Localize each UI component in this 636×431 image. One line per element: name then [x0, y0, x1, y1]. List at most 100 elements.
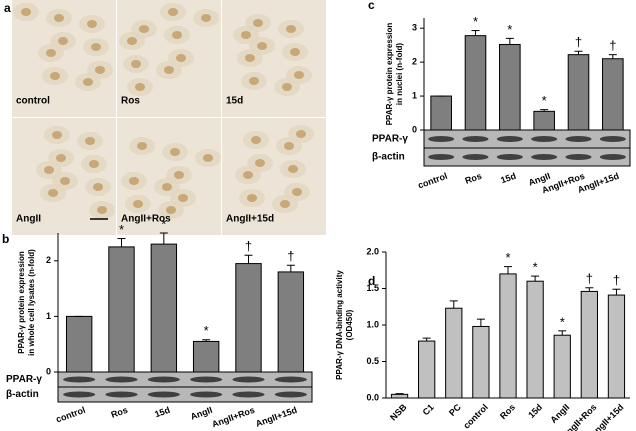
- nucleus: [280, 200, 290, 208]
- x-tick-label: Ros: [464, 171, 483, 186]
- nucleus: [85, 137, 95, 145]
- bar: [580, 290, 598, 399]
- y-tick-label: 0.0: [366, 392, 379, 402]
- y-axis-label: in whole cell lysates (n-fold): [27, 249, 36, 356]
- nucleus: [52, 131, 62, 139]
- bar: [235, 263, 262, 373]
- x-tick-label: AngII+Ros: [211, 405, 256, 430]
- x-tick-label: Ros: [498, 402, 517, 421]
- y-axis-label: PPAR-γ DNA-binding activity: [335, 270, 344, 380]
- x-tick-label: 15d: [526, 402, 544, 420]
- nucleus: [83, 78, 93, 86]
- blot-band: [274, 376, 307, 383]
- blot-band: [147, 391, 180, 398]
- blot-band: [190, 391, 223, 398]
- nucleus: [282, 83, 292, 91]
- nucleus: [21, 8, 31, 16]
- nucleus: [284, 142, 294, 150]
- x-tick-label: C1: [421, 402, 436, 417]
- image-label: AngII: [16, 214, 41, 225]
- blot-band: [428, 154, 455, 160]
- micrograph: control: [12, 0, 116, 117]
- blot-band: [428, 136, 455, 142]
- y-tick-label: 0: [412, 124, 417, 134]
- bar: [553, 334, 571, 399]
- nucleus: [253, 19, 263, 27]
- significance-marker: †: [609, 38, 616, 53]
- nucleus: [137, 142, 147, 150]
- y-tick-label: 0.5: [366, 356, 379, 366]
- blot-band: [531, 136, 558, 142]
- blot-band: [63, 391, 96, 398]
- micrograph: 15d: [222, 0, 326, 117]
- panel-letter: d: [368, 274, 375, 288]
- x-tick-label: control: [417, 171, 449, 191]
- nucleus: [168, 8, 178, 16]
- bar: [445, 307, 463, 399]
- image-label: 15d: [226, 96, 243, 107]
- blot-band: [565, 136, 592, 142]
- y-axis-label: PPAR-γ protein expression: [17, 251, 26, 354]
- nucleus: [243, 171, 253, 179]
- image-label: AngII+Ros: [121, 214, 171, 225]
- nucleus: [93, 183, 103, 191]
- blot-band: [232, 376, 265, 383]
- x-tick-label: NSB: [388, 402, 409, 423]
- panel-letter: c: [368, 0, 375, 12]
- blot-label: PPAR-γ: [6, 374, 42, 385]
- bar: [418, 340, 436, 399]
- nucleus: [257, 42, 267, 50]
- micrograph: AngII+Ros: [117, 118, 221, 235]
- bar: [108, 246, 135, 373]
- bar: [526, 280, 544, 399]
- y-axis-label: in nuclei (n-fold): [395, 43, 404, 106]
- blot-band: [599, 136, 626, 142]
- nucleus: [247, 194, 257, 202]
- nucleus: [178, 194, 188, 202]
- x-tick-label: AngII: [548, 402, 571, 425]
- significance-marker: *: [505, 250, 510, 265]
- image-label: Ros: [121, 96, 140, 107]
- y-tick-label: 1: [46, 311, 51, 321]
- nucleus: [87, 20, 97, 28]
- bar: [472, 325, 490, 399]
- nucleus: [174, 171, 184, 179]
- blot-band: [462, 154, 489, 160]
- panel-letter: a: [4, 1, 11, 15]
- nucleus: [166, 206, 176, 214]
- nucleus: [170, 148, 180, 156]
- x-tick-label: PC: [447, 402, 463, 418]
- nucleus: [290, 48, 300, 56]
- nucleus: [89, 160, 99, 168]
- nucleus: [91, 43, 101, 51]
- significance-marker: †: [245, 239, 252, 254]
- nucleus: [133, 200, 143, 208]
- x-tick-label: 15d: [499, 171, 517, 186]
- significance-marker: *: [507, 22, 512, 37]
- nucleus: [135, 83, 145, 91]
- blot-band: [105, 376, 138, 383]
- y-tick-label: 2: [46, 255, 51, 265]
- bar: [430, 95, 452, 131]
- nucleus: [131, 60, 141, 68]
- blot-band: [274, 391, 307, 398]
- blot-band: [232, 391, 265, 398]
- bar: [192, 340, 220, 373]
- blot-band: [462, 136, 489, 142]
- bar: [567, 54, 590, 131]
- nucleus: [95, 66, 105, 74]
- nucleus: [176, 54, 186, 62]
- y-tick-label: 1.5: [366, 283, 379, 293]
- x-tick-label: AngII+15d: [254, 405, 298, 429]
- y-axis-label: PPAR-γ protein expression: [385, 23, 394, 126]
- micrograph: AngII+15d: [222, 118, 326, 235]
- micrograph: Ros: [117, 0, 221, 117]
- nucleus: [203, 154, 213, 162]
- blot-band: [190, 376, 223, 383]
- nucleus: [249, 77, 259, 85]
- nucleus: [60, 177, 70, 185]
- significance-marker: *: [533, 260, 538, 275]
- blot-band: [105, 391, 138, 398]
- x-tick-label: 15d: [153, 405, 171, 420]
- blot-band: [147, 376, 180, 383]
